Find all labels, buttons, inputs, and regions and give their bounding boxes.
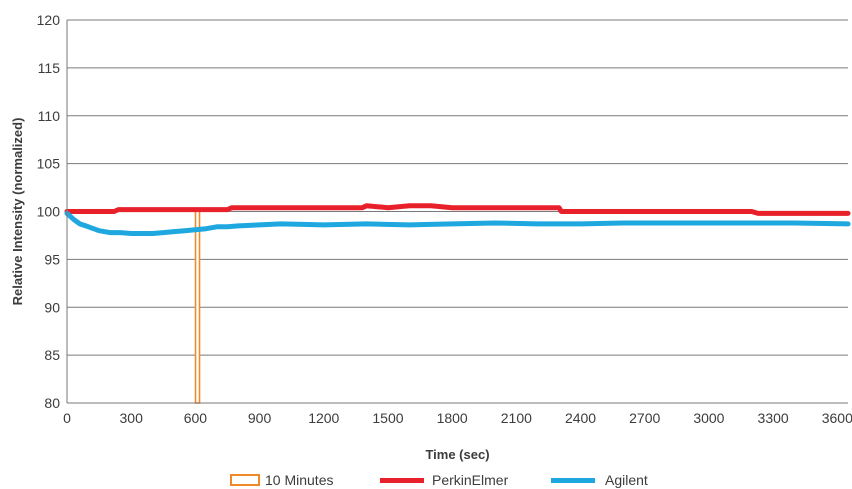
legend-swatch-10-minutes bbox=[231, 475, 259, 485]
y-tick-label-100: 100 bbox=[37, 204, 61, 220]
x-tick-label-0: 0 bbox=[63, 410, 71, 426]
x-tick-label-3300: 3300 bbox=[758, 410, 789, 426]
y-tick-label-95: 95 bbox=[44, 251, 60, 267]
series-line-agilent bbox=[67, 213, 848, 233]
x-tick-label-1200: 1200 bbox=[308, 410, 339, 426]
legend-swatch-perkinelmer bbox=[380, 478, 424, 483]
legend-label-10-minutes: 10 Minutes bbox=[265, 472, 333, 488]
y-tick-label-105: 105 bbox=[37, 156, 61, 172]
grid-lines bbox=[67, 20, 848, 355]
x-tick-label-3000: 3000 bbox=[693, 410, 724, 426]
x-tick-label-2400: 2400 bbox=[565, 410, 596, 426]
series-lines bbox=[67, 206, 848, 234]
x-axis-title: Time (sec) bbox=[425, 447, 489, 462]
y-tick-label-120: 120 bbox=[37, 12, 61, 28]
x-tick-label-3600: 3600 bbox=[822, 410, 852, 426]
y-tick-label-85: 85 bbox=[44, 347, 60, 363]
legend-swatch-agilent bbox=[551, 478, 595, 483]
x-tick-label-1500: 1500 bbox=[372, 410, 403, 426]
legend: 10 Minutes PerkinElmer Agilent bbox=[231, 472, 648, 488]
y-tick-label-80: 80 bbox=[44, 395, 60, 411]
x-tick-label-2700: 2700 bbox=[629, 410, 660, 426]
x-tick-label-600: 600 bbox=[184, 410, 208, 426]
y-axis-title: Relative Intensity (normalized) bbox=[10, 118, 25, 306]
marker-lines bbox=[196, 211, 200, 404]
x-tick-label-2100: 2100 bbox=[501, 410, 532, 426]
y-tick-label-115: 115 bbox=[38, 60, 61, 76]
series-line-perkinelmer bbox=[67, 206, 848, 214]
x-tick-label-1800: 1800 bbox=[437, 410, 468, 426]
y-tick-label-90: 90 bbox=[44, 299, 60, 315]
legend-label-agilent: Agilent bbox=[605, 472, 648, 488]
x-tick-label-900: 900 bbox=[248, 410, 272, 426]
legend-label-perkinelmer: PerkinElmer bbox=[432, 472, 509, 488]
x-tick-label-300: 300 bbox=[120, 410, 144, 426]
y-tick-label-110: 110 bbox=[38, 108, 61, 124]
marker-line-10-minutes bbox=[196, 211, 200, 404]
